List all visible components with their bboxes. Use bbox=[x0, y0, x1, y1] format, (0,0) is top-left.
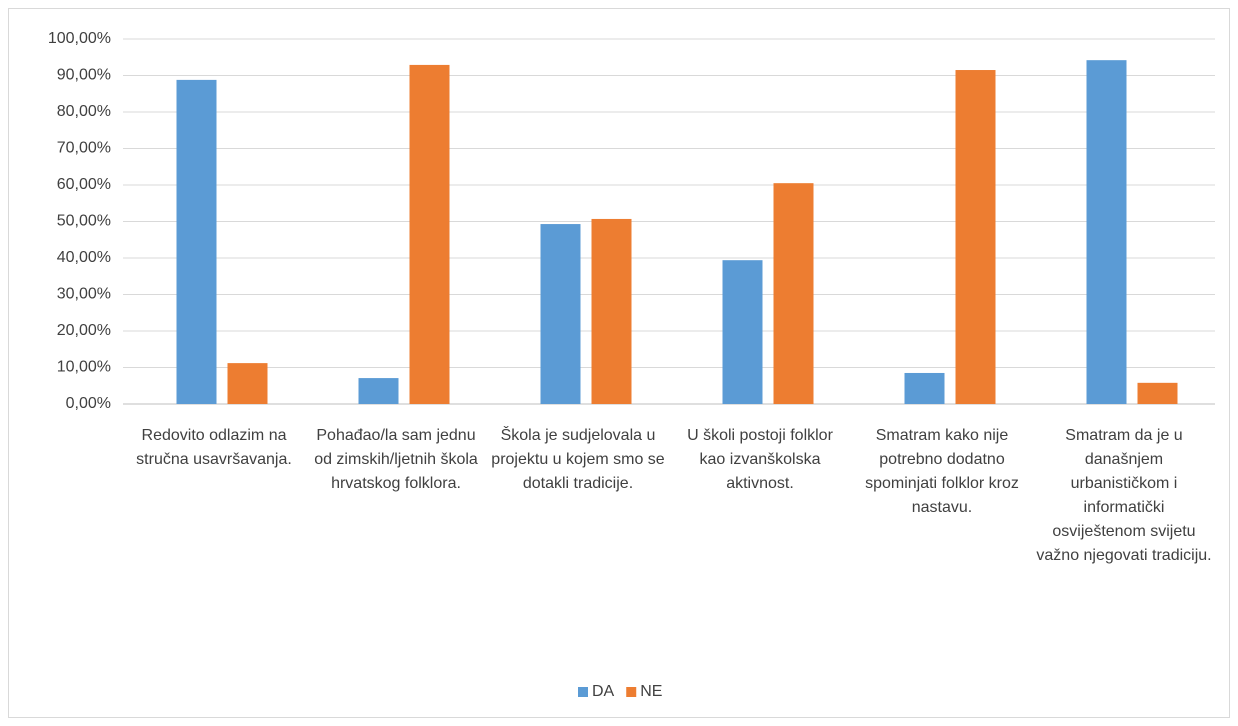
legend-swatch bbox=[626, 687, 637, 697]
bar bbox=[409, 64, 450, 404]
bar bbox=[591, 218, 632, 404]
bar bbox=[176, 79, 217, 404]
bar bbox=[904, 372, 945, 404]
y-tick-label: 40,00% bbox=[57, 249, 111, 266]
x-tick-label: Redovito odlazim na stručna usavršavanja… bbox=[136, 427, 292, 468]
bar bbox=[722, 260, 763, 404]
y-tick-label: 10,00% bbox=[57, 359, 111, 376]
y-tick-label: 60,00% bbox=[57, 176, 111, 193]
y-tick-label: 80,00% bbox=[57, 103, 111, 120]
bar bbox=[540, 224, 581, 404]
x-tick-label: U školi postoji folklor kao izvanškolska… bbox=[687, 427, 833, 492]
x-tick-label: Škola je sudjelovala u projektu u kojem … bbox=[491, 427, 665, 492]
y-tick-label: 100,00% bbox=[48, 30, 111, 47]
y-tick-label: 0,00% bbox=[66, 395, 111, 412]
legend-label: NE bbox=[640, 683, 662, 700]
legend-swatch bbox=[578, 687, 588, 697]
bar bbox=[955, 70, 996, 405]
y-tick-label: 70,00% bbox=[57, 140, 111, 157]
x-tick-label: Pohađao/la sam jednu od zimskih/ljetnih … bbox=[314, 427, 478, 492]
bar bbox=[358, 378, 399, 404]
legend-label: DA bbox=[592, 683, 615, 700]
y-tick-label: 30,00% bbox=[57, 286, 111, 303]
y-tick-label: 20,00% bbox=[57, 322, 111, 339]
y-tick-label: 90,00% bbox=[57, 67, 111, 84]
x-tick-label: Smatram da je u današnjem urbanističkom … bbox=[1036, 427, 1212, 564]
bar bbox=[773, 183, 814, 404]
bar bbox=[227, 363, 268, 404]
bar bbox=[1137, 382, 1178, 404]
bar bbox=[1086, 60, 1127, 405]
x-tick-label: Smatram kako nije potrebno dodatno spomi… bbox=[865, 427, 1019, 516]
y-tick-label: 50,00% bbox=[57, 213, 111, 230]
